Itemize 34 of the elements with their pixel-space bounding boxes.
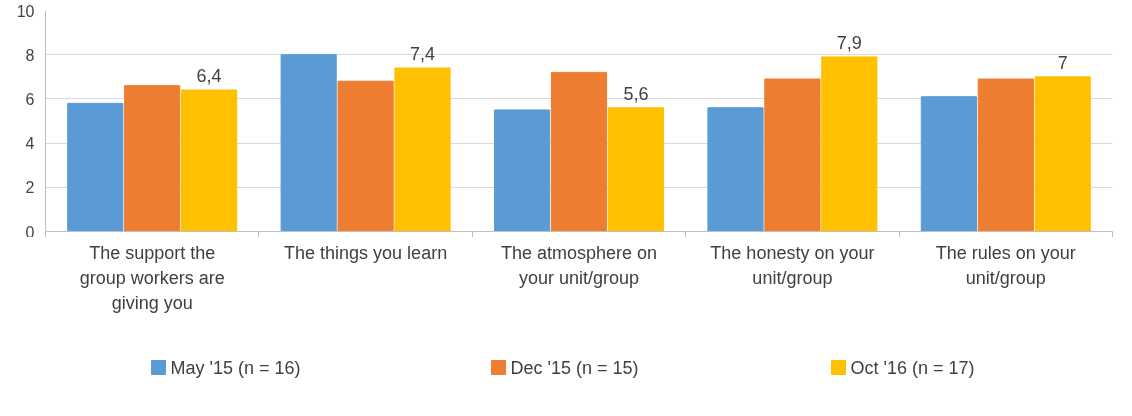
data-label: 7,9	[836, 32, 862, 53]
x-tick-label: The rules on your unit/group	[935, 242, 1076, 288]
legend-label: May '15 (n = 16)	[170, 357, 301, 378]
y-tick-label: 6	[25, 90, 35, 108]
data-label: 5,6	[623, 83, 649, 104]
bar	[394, 67, 451, 232]
x-tick-label: The things you learn	[284, 242, 448, 263]
bar	[707, 107, 764, 232]
y-tick-label: 0	[25, 223, 35, 241]
bar	[607, 107, 665, 232]
bar	[977, 78, 1034, 232]
data-label: 7	[1057, 52, 1068, 73]
bar	[181, 89, 238, 232]
x-tick-label: The honesty on your unit/group	[710, 242, 875, 288]
bar	[493, 109, 551, 232]
bar	[337, 80, 394, 232]
bar	[821, 56, 878, 232]
legend-label: Dec '15 (n = 15)	[510, 357, 639, 378]
bar	[1034, 76, 1091, 232]
x-tick-label: The atmosphere on your unit/group	[500, 242, 658, 288]
bar	[124, 85, 181, 232]
bar	[550, 71, 608, 232]
y-tick-label: 8	[25, 46, 35, 64]
bar	[764, 78, 821, 232]
legend-label: Oct '16 (n = 17)	[850, 357, 975, 378]
bar	[920, 96, 977, 232]
data-label: 6,4	[196, 66, 222, 87]
data-label: 7,4	[410, 43, 436, 64]
y-tick-label: 2	[25, 179, 35, 197]
bar	[67, 102, 124, 232]
bar	[280, 54, 337, 232]
x-tick-label: The support the group workers are giving you	[79, 242, 225, 313]
y-tick-label: 10	[16, 2, 35, 20]
y-tick-label: 4	[25, 135, 35, 153]
